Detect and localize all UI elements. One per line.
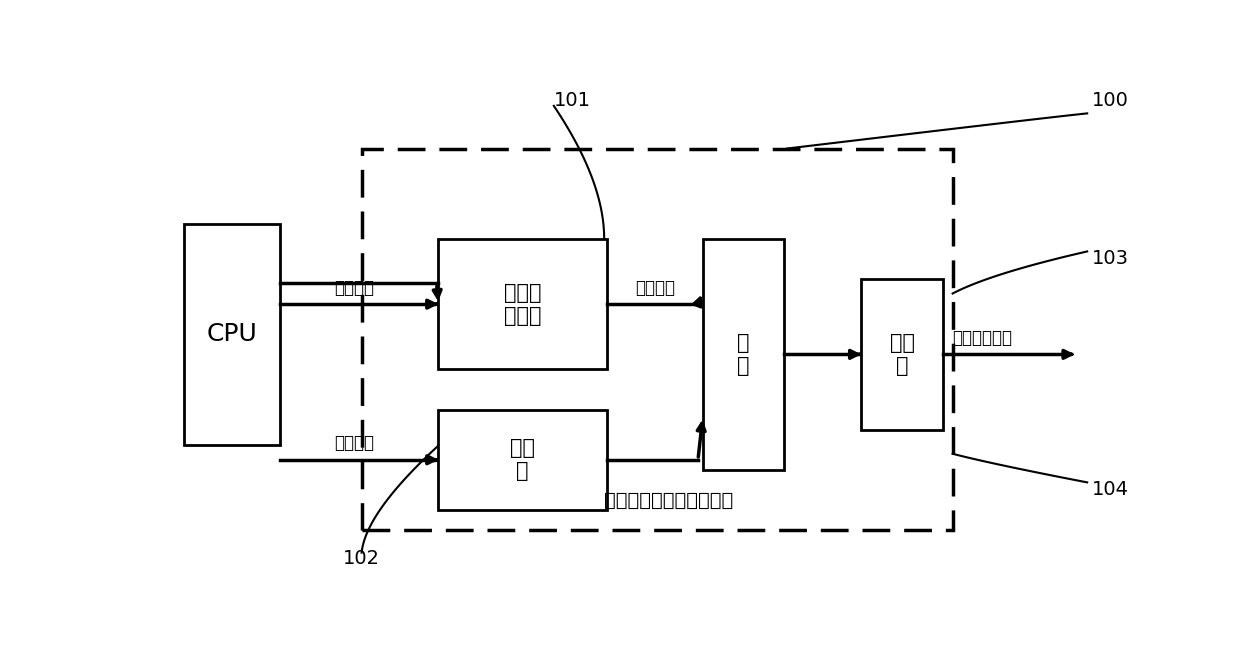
Text: 检测使能信号: 检测使能信号 <box>952 329 1013 347</box>
Bar <box>362 149 952 530</box>
Text: 100: 100 <box>1092 91 1128 110</box>
Text: 103: 103 <box>1092 250 1128 269</box>
Bar <box>184 224 280 445</box>
Text: 101: 101 <box>554 91 590 110</box>
Text: 104: 104 <box>1092 481 1128 499</box>
Bar <box>862 279 942 430</box>
Text: 102: 102 <box>343 549 381 568</box>
Text: 反相
器: 反相 器 <box>510 438 536 481</box>
Text: CPU: CPU <box>207 322 257 346</box>
Text: 反相
器: 反相 器 <box>889 333 915 376</box>
Text: 溢出信号: 溢出信号 <box>635 278 675 297</box>
Bar <box>439 239 606 370</box>
Text: 看门狗
定时器: 看门狗 定时器 <box>503 282 542 326</box>
Text: 长发光硬件检测使能电路: 长发光硬件检测使能电路 <box>604 491 734 510</box>
Bar <box>703 239 785 470</box>
Text: 使能信号: 使能信号 <box>335 434 374 452</box>
Text: 喂狗信号: 喂狗信号 <box>335 278 374 297</box>
Bar <box>439 409 606 510</box>
Text: 与
门: 与 门 <box>738 333 750 376</box>
